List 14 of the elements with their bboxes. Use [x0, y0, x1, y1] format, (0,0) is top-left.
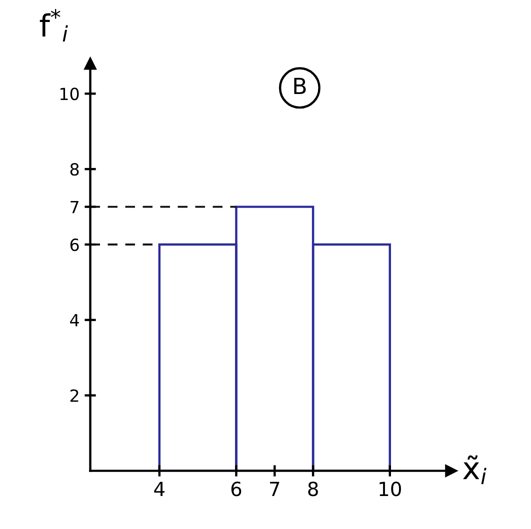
y-tick-label: 7 [70, 200, 78, 214]
x-tick-label: 6 [231, 482, 242, 496]
x-axis-title: x̃$_{i}$ [463, 455, 486, 484]
x-tick-label: 10 [380, 482, 401, 496]
y-tick-label: 6 [70, 238, 79, 252]
y-tick-label: 10 [60, 88, 79, 100]
y-tick-label: 2 [70, 389, 78, 402]
x-tick-label: 7 [270, 482, 280, 496]
y-axis-title: f$^{*}$$_{i}$ [40, 8, 68, 42]
annotation: B [294, 78, 306, 94]
x-tick-label: 4 [154, 482, 165, 496]
x-tick-label: 8 [308, 482, 318, 496]
y-tick-label: 4 [70, 314, 79, 326]
y-tick-label: 8 [70, 163, 79, 176]
